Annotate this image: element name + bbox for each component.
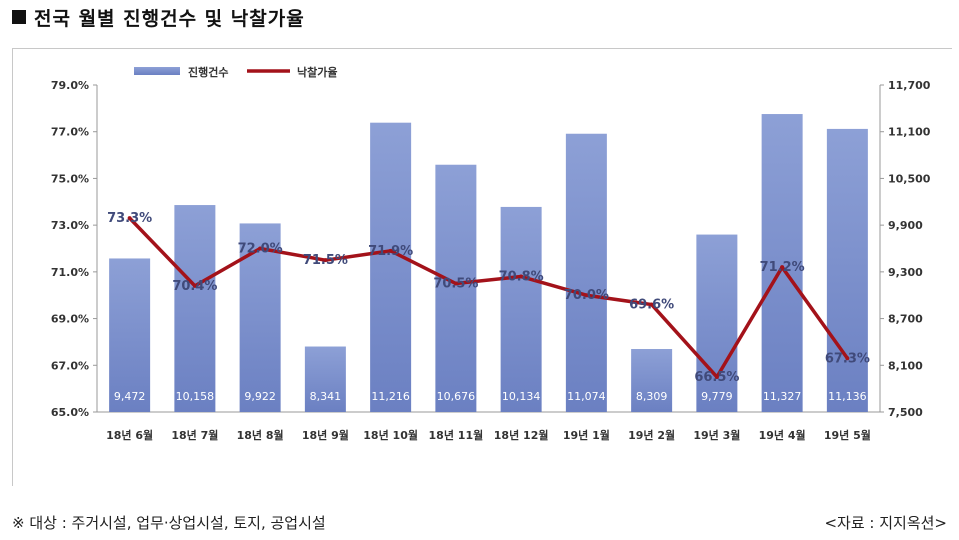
footnote: ※ 대상 : 주거시설, 업무·상업시설, 토지, 공업시설 bbox=[12, 514, 326, 532]
x-tick-label: 19년 5월 bbox=[824, 428, 871, 442]
bar bbox=[826, 128, 868, 412]
line-point bbox=[258, 246, 263, 251]
left-tick-label: 77.0% bbox=[51, 126, 89, 139]
bar-value-label: 8,341 bbox=[310, 390, 342, 403]
line-point bbox=[649, 302, 654, 307]
line-point bbox=[192, 283, 197, 288]
x-tick-label: 19년 3월 bbox=[693, 428, 740, 442]
left-tick-label: 79.0% bbox=[51, 79, 89, 92]
bar bbox=[565, 133, 607, 412]
left-tick-label: 73.0% bbox=[51, 219, 89, 232]
x-tick-label: 18년 6월 bbox=[106, 428, 153, 442]
line-point bbox=[127, 216, 132, 221]
right-tick-label: 8,700 bbox=[888, 313, 923, 326]
right-tick-label: 11,700 bbox=[888, 79, 931, 92]
line-value-label: 69.6% bbox=[629, 298, 674, 313]
line-point bbox=[453, 281, 458, 286]
bar bbox=[631, 349, 673, 412]
bar bbox=[500, 206, 542, 412]
title-square-icon bbox=[12, 10, 26, 24]
left-tick-label: 71.0% bbox=[51, 266, 89, 279]
left-tick-label: 69.0% bbox=[51, 313, 89, 326]
line-point bbox=[584, 293, 589, 298]
right-tick-label: 9,300 bbox=[888, 266, 923, 279]
source-credit: <자료 : 지지옥션> bbox=[824, 514, 947, 532]
bar-value-label: 11,074 bbox=[567, 390, 606, 403]
bar bbox=[109, 258, 151, 412]
x-tick-label: 18년 12월 bbox=[494, 428, 549, 442]
line-value-label: 71.5% bbox=[303, 253, 348, 268]
right-tick-label: 9,900 bbox=[888, 219, 923, 232]
x-tick-label: 19년 1월 bbox=[563, 428, 610, 442]
bar-value-label: 8,309 bbox=[636, 390, 668, 403]
bar-value-label: 9,922 bbox=[244, 390, 276, 403]
line-value-label: 73.3% bbox=[107, 211, 152, 226]
left-tick-label: 75.0% bbox=[51, 172, 89, 185]
line-point bbox=[388, 248, 393, 253]
legend-swatch-bar bbox=[134, 67, 180, 75]
line-value-label: 70.5% bbox=[433, 277, 478, 292]
bar-value-label: 11,136 bbox=[828, 390, 867, 403]
right-tick-label: 7,500 bbox=[888, 406, 923, 419]
line-point bbox=[323, 258, 328, 263]
line-value-label: 70.0% bbox=[564, 288, 609, 303]
x-tick-label: 18년 11월 bbox=[429, 428, 484, 442]
bar-value-label: 10,676 bbox=[437, 390, 476, 403]
line-value-label: 71.9% bbox=[368, 244, 413, 259]
bar bbox=[761, 114, 803, 412]
line-point bbox=[845, 356, 850, 361]
x-tick-label: 18년 9월 bbox=[302, 428, 349, 442]
bar bbox=[435, 164, 477, 412]
line-value-label: 70.4% bbox=[172, 279, 217, 294]
bar-value-label: 10,134 bbox=[502, 390, 541, 403]
bar bbox=[370, 122, 412, 412]
bar bbox=[304, 346, 346, 412]
chart-frame bbox=[12, 48, 952, 486]
combo-chart: 79.0% 77.0% 75.0% 73.0% 71.0% 69.0% 67.0% 65.0%… bbox=[51, 65, 931, 442]
right-tick-label: 8,100 bbox=[888, 359, 923, 372]
x-tick-label: 19년 4월 bbox=[759, 428, 806, 442]
bar-value-label: 10,158 bbox=[176, 390, 215, 403]
legend-label-bar: 진행건수 bbox=[188, 65, 228, 79]
chart-title-text: 전국 월별 진행건수 및 낙찰가율 bbox=[34, 8, 305, 30]
line-value-label: 67.3% bbox=[825, 351, 870, 366]
x-tick-label: 19년 2월 bbox=[628, 428, 675, 442]
line-value-label: 72.0% bbox=[238, 242, 283, 257]
chart-title: 전국 월별 진행건수 및 낙찰가율 bbox=[12, 4, 305, 31]
x-tick-label: 18년 7월 bbox=[171, 428, 218, 442]
bar-value-label: 9,472 bbox=[114, 390, 146, 403]
left-tick-label: 65.0% bbox=[51, 406, 89, 419]
line-value-label: 70.8% bbox=[499, 270, 544, 285]
x-tick-label: 18년 8월 bbox=[237, 428, 284, 442]
line-point bbox=[519, 274, 524, 279]
bar-value-label: 9,779 bbox=[701, 390, 733, 403]
series-line-nakchal bbox=[128, 216, 849, 379]
right-tick-label: 10,500 bbox=[888, 172, 931, 185]
line-value-label: 71.2% bbox=[760, 260, 805, 275]
bar bbox=[174, 205, 216, 412]
line-value-label: 66.5% bbox=[694, 370, 739, 385]
left-tick-label: 67.0% bbox=[51, 359, 89, 372]
right-tick-label: 11,100 bbox=[888, 126, 931, 139]
x-tick-label: 18년 10월 bbox=[363, 428, 418, 442]
legend-label-line: 낙찰가율 bbox=[297, 65, 337, 79]
bar-value-label: 11,327 bbox=[763, 390, 802, 403]
line-point bbox=[714, 374, 719, 379]
line-point bbox=[780, 265, 785, 270]
bar bbox=[696, 234, 738, 412]
bar-value-label: 11,216 bbox=[371, 390, 410, 403]
